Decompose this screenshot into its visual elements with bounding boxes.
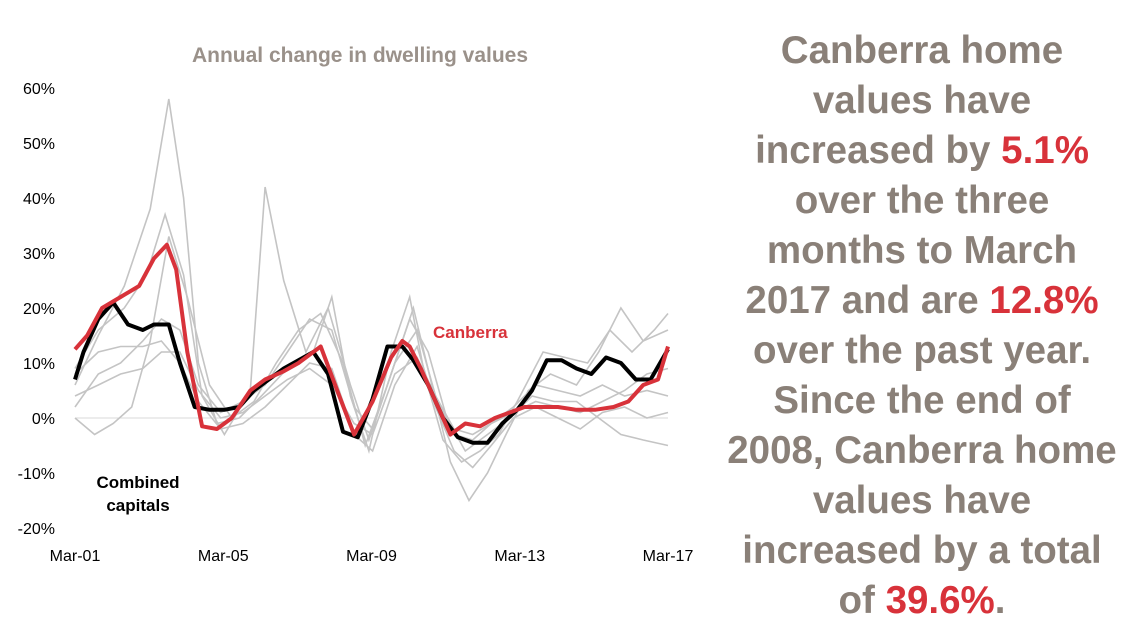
y-tick-label: 30% (23, 246, 55, 263)
y-tick-label: -20% (18, 521, 55, 538)
headline-text-1: Canberra home values have increased by (755, 29, 1064, 172)
line-chart: 60%50%40%30%20%10%0%-10%-20% Mar-01 Mar-0… (18, 81, 694, 565)
x-tick-label: Mar-01 (50, 548, 101, 565)
y-tick-label: 40% (23, 191, 55, 208)
y-tick-label: 20% (23, 301, 55, 318)
other-capital-line (74, 351, 669, 436)
headline-text: Canberra home values have increased by 5… (722, 26, 1122, 626)
y-tick-label: 60% (23, 81, 55, 98)
headline-total-change: 39.6% (885, 579, 995, 622)
combined-capitals-label-line1: Combined (96, 473, 179, 492)
y-tick-label: 0% (32, 411, 55, 428)
canberra-series-label: Canberra (433, 323, 508, 342)
x-tick-label: Mar-17 (643, 548, 694, 565)
other-capital-line (74, 98, 669, 464)
other-capital-line (74, 186, 669, 503)
headline-text-4: . (994, 579, 1006, 622)
combined-capitals-label-line2: capitals (106, 496, 169, 515)
headline-text-2: over the three months to March 2017 and … (745, 179, 1078, 322)
other-capital-line (74, 236, 669, 453)
x-tick-label: Mar-13 (494, 548, 545, 565)
other-capital-line (74, 317, 669, 441)
series-lines (73, 242, 670, 445)
combined-capitals-line (73, 300, 670, 445)
chart-title: Annual change in dwelling values (191, 44, 529, 67)
canberra-line (73, 242, 670, 437)
y-axis-ticks: 60% 50% 40% 30% 20% 10% 0% -10% -20% (18, 81, 55, 538)
x-tick-label: Mar-05 (198, 548, 249, 565)
y-tick-label: 50% (23, 136, 55, 153)
headline-text-3: over the past year. Since the end of 200… (727, 329, 1117, 622)
y-tick-label: -10% (18, 466, 55, 483)
headline-annual-change: 12.8% (989, 279, 1099, 322)
x-axis-ticks: Mar-01 Mar-05 Mar-09 Mar-13 Mar-17 (50, 548, 694, 565)
headline-quarter-change: 5.1% (1001, 129, 1089, 172)
x-tick-label: Mar-09 (346, 548, 397, 565)
other-capitals-lines (74, 98, 669, 503)
y-tick-label: 10% (23, 356, 55, 373)
other-capital-line (74, 340, 669, 469)
